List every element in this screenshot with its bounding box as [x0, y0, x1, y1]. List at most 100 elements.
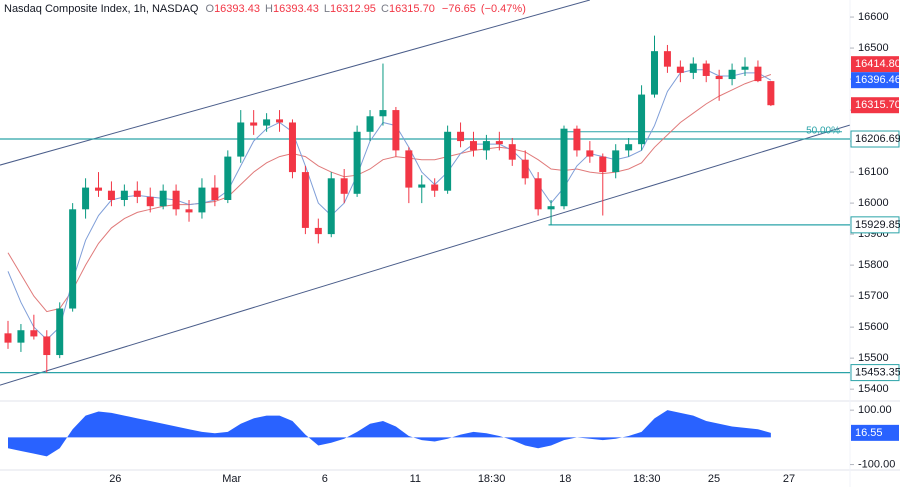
y-tick-label: 15600: [858, 321, 889, 333]
candle-body: [676, 66, 684, 73]
price-label: 16396.46: [855, 74, 900, 86]
x-tick-label: 18:30: [633, 473, 661, 485]
candle-body: [689, 63, 697, 73]
candle-body: [651, 51, 658, 95]
candle-body: [702, 63, 710, 76]
candle-body: [17, 330, 25, 343]
fib-label: 50.00%: [806, 125, 840, 136]
candle-body: [405, 150, 413, 188]
trendline: [0, 124, 850, 386]
ohlc-key: C: [381, 3, 389, 15]
candle-body: [663, 51, 671, 67]
candle-body: [418, 184, 426, 188]
change: −76.65: [442, 3, 476, 15]
price-label-box: [851, 56, 899, 73]
price-label: 16414.80: [855, 58, 900, 70]
candle-body: [237, 122, 245, 157]
candle-body: [444, 131, 452, 191]
candle-body: [508, 144, 516, 160]
candle-body: [172, 190, 180, 210]
level-label: 15453.35: [855, 367, 900, 379]
level-label-box: [850, 216, 900, 234]
candle-body: [715, 75, 723, 80]
osc-value-box: [851, 424, 899, 441]
candle-body: [133, 190, 141, 197]
moving-average: [7, 69, 772, 341]
level-label: 16206.69: [855, 133, 900, 145]
ohlc-value: 16315.70: [389, 3, 435, 15]
candle-body: [146, 196, 154, 207]
ohlc-key: O: [206, 3, 215, 15]
candle-body: [327, 178, 335, 235]
candle-body: [366, 116, 374, 132]
candle-body: [431, 184, 439, 191]
candle-body: [314, 227, 322, 235]
candle-body: [521, 159, 529, 179]
candle-body: [288, 122, 296, 173]
level-label-box: [850, 364, 900, 382]
candle-body: [159, 190, 167, 207]
osc-y-tick-label: 100.00: [858, 404, 892, 416]
candle-body: [469, 141, 477, 151]
candle-body: [638, 94, 646, 145]
oscillator-pane: [8, 410, 771, 457]
candle-body: [224, 156, 232, 200]
y-tick-label: 16500: [858, 42, 889, 54]
x-tick-label: 6: [322, 473, 328, 485]
ohlc-value: 16312.95: [330, 3, 376, 15]
y-tick-label: 16000: [858, 197, 889, 209]
x-tick-label: 25: [708, 473, 720, 485]
candle-body: [185, 209, 193, 213]
candle-body: [353, 131, 361, 194]
y-tick-label: 15700: [858, 290, 889, 302]
ohlc-key: H: [265, 3, 273, 15]
trendline: [0, 0, 590, 166]
candle-body: [211, 187, 219, 200]
candle-body: [741, 66, 749, 70]
ohlc-value: 16393.43: [214, 3, 260, 15]
oscillator-area: [8, 410, 771, 457]
candle-body: [495, 141, 503, 145]
candle-body: [625, 144, 633, 151]
candle-body: [250, 122, 258, 126]
candle-body: [120, 190, 128, 200]
y-tick-label: 15500: [858, 352, 889, 364]
price-pane: [0, 0, 850, 386]
price-label: 16315.70: [855, 99, 900, 111]
candle-body: [4, 333, 12, 343]
candle-body: [767, 81, 775, 106]
candle-body: [612, 150, 620, 173]
x-tick-label: 11: [410, 473, 421, 485]
x-tick-label: Mar: [222, 473, 241, 485]
chart-title: Nasdaq Composite Index, 1h, NASDAQ: [4, 3, 199, 15]
candle-body: [198, 187, 206, 213]
candle-body: [340, 178, 348, 194]
osc-value-label: 16.55: [855, 427, 883, 439]
x-tick-label: 18:30: [478, 473, 506, 485]
candle-body: [107, 190, 115, 200]
candle-body: [276, 119, 284, 123]
candle-body: [534, 178, 542, 210]
candle-body: [547, 206, 555, 210]
osc-y-tick-label: -100.00: [858, 458, 895, 470]
candle-body: [95, 187, 103, 191]
moving-average: [7, 74, 772, 313]
candle-body: [69, 209, 77, 309]
candle-body: [301, 172, 309, 228]
header: Nasdaq Composite Index, 1h, NASDAQ O1639…: [4, 3, 526, 15]
candle-body: [379, 110, 387, 117]
candle-body: [573, 128, 581, 151]
y-tick-label: 16600: [858, 11, 889, 23]
y-tick-label: 16100: [858, 166, 889, 178]
candle-body: [43, 336, 51, 356]
level-label: 15929.85: [855, 219, 900, 231]
ohlc-key: L: [324, 3, 330, 15]
ohlc-value: 16393.43: [273, 3, 319, 15]
candle-body: [56, 308, 64, 356]
x-tick-label: 18: [559, 473, 571, 485]
candle-body: [392, 110, 400, 151]
candle-body: [754, 66, 762, 82]
candle-body: [482, 141, 490, 151]
candle-body: [263, 119, 271, 126]
